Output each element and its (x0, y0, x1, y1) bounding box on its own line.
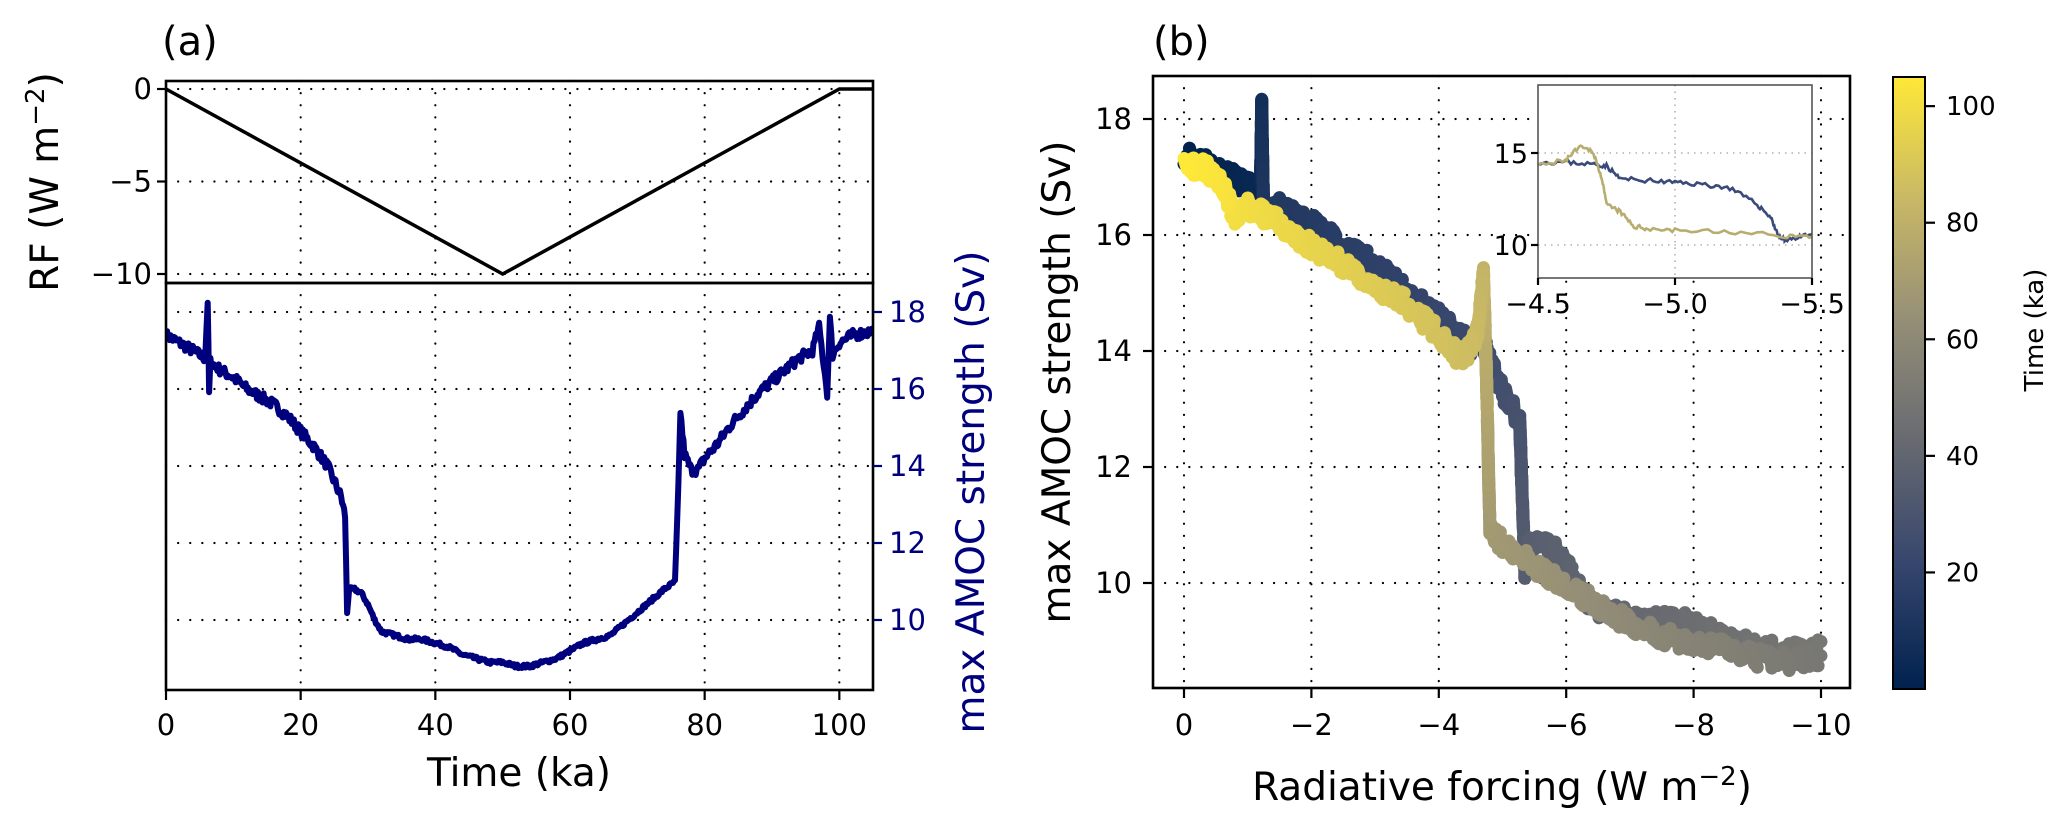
xtick-label: 60 (552, 708, 589, 742)
rf-series-line (166, 89, 873, 274)
xtick-label: 40 (417, 708, 454, 742)
panel-a-top-yticks: 0 −5 −10 (91, 72, 166, 291)
return-trajectory-segment (1581, 604, 1583, 606)
ytick-right-label: 14 (889, 449, 926, 483)
colorbar-tick-label: 20 (1946, 558, 1979, 588)
inset-xtick-label: −5.0 (1642, 289, 1708, 320)
colorbar-tick-label: 100 (1946, 92, 1996, 122)
inset-xtick-label: −4.5 (1505, 289, 1571, 320)
colorbar-tick-label: 80 (1946, 209, 1979, 239)
panel-a-label: (a) (162, 19, 218, 65)
forward-trajectory-segment (1670, 612, 1673, 613)
return-trajectory-segment (1537, 576, 1540, 577)
panel-a-bottom-plot (166, 303, 873, 668)
xtick-label: 0 (157, 708, 175, 742)
xtick-label: 80 (686, 708, 723, 742)
ytick-label: −10 (91, 257, 152, 291)
ytick-label: 14 (1095, 334, 1132, 368)
ytick-label: 16 (1095, 218, 1132, 252)
panel-a-bottom-frame (166, 283, 873, 690)
ytick-label: 10 (1095, 566, 1132, 600)
amoc-series-line (166, 303, 873, 668)
panel-a-top-frame (166, 81, 873, 283)
panel-b-xlabel: Radiative forcing (W m−2) (1252, 762, 1752, 810)
colorbar-tick-label: 40 (1946, 442, 1979, 472)
xtick-label: −2 (1290, 708, 1333, 742)
return-trajectory-segment (1231, 216, 1232, 218)
return-trajectory-segment (1547, 582, 1549, 584)
xtick-label: 20 (282, 708, 319, 742)
panel-a-bottom-ylabel: max AMOC strength (Sv) (949, 251, 994, 734)
ytick-label: 0 (134, 72, 152, 106)
colorbar (1893, 77, 1925, 689)
return-trajectory-segment (1468, 342, 1471, 343)
figure: (a) (b) 0−5−10 0204060801001012141618 RF… (0, 0, 2067, 832)
xtick-label: −4 (1417, 708, 1460, 742)
panel-a-bottom-ticks: 0 20 40 60 80 100 10 12 14 16 18 (157, 295, 926, 742)
ytick-right-label: 12 (889, 526, 926, 560)
panel-a-top-plot (166, 89, 873, 274)
ytick-label: 18 (1095, 102, 1132, 136)
return-trajectory-segment (1609, 619, 1612, 621)
ytick-right-label: 10 (889, 603, 926, 637)
xtick-label: 100 (812, 708, 867, 742)
ytick-label: 12 (1095, 450, 1132, 484)
colorbar-label: Time (ka) (2020, 269, 2050, 393)
panel-a-bottom-grid (166, 283, 873, 690)
return-trajectory-segment (1184, 159, 1187, 169)
inset-ytick-label: 15 (1494, 139, 1528, 170)
forward-trajectory-segment (1334, 231, 1336, 236)
ytick-right-label: 16 (889, 372, 926, 406)
panel-a-top-ylabel: RF (W m−2) (21, 72, 68, 292)
xtick-label: −8 (1672, 708, 1715, 742)
panel-b-label: (b) (1153, 19, 1210, 65)
panel-a-top-grid (166, 81, 873, 283)
inset-xtick-label: −5.5 (1779, 289, 1845, 320)
inset-ytick-label: 10 (1494, 231, 1528, 262)
xtick-label: 0 (1175, 708, 1193, 742)
return-trajectory-segment (1216, 182, 1218, 187)
ytick-right-label: 18 (889, 295, 926, 329)
panel-b-ylabel: max AMOC strength (Sv) (1035, 141, 1080, 624)
xtick-label: −10 (1790, 708, 1851, 742)
xtick-label: −6 (1545, 708, 1588, 742)
panel-a-xlabel: Time (ka) (426, 751, 611, 796)
colorbar-tick-label: 60 (1946, 325, 1979, 355)
ytick-label: −5 (109, 165, 152, 199)
colorbar-ticks: 20 40 60 80 100 (1925, 92, 1996, 588)
